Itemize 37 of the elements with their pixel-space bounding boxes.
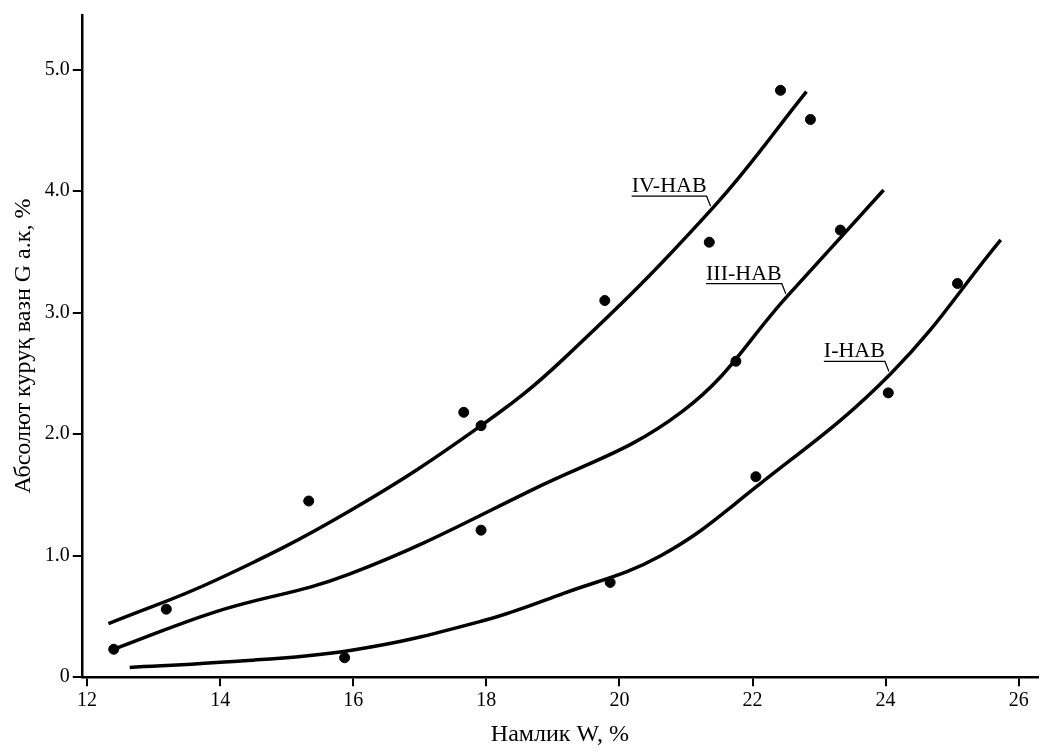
point (703, 236, 715, 248)
x-tick-label: 24 (875, 688, 896, 711)
series-label: I-НАВ (823, 337, 885, 363)
point (303, 495, 315, 507)
point (834, 224, 846, 236)
point (160, 603, 172, 615)
x-tick-label: 26 (1008, 688, 1029, 711)
y-tick-label: 2.0 (44, 421, 70, 444)
x-tick-label: 18 (476, 688, 497, 711)
series-label: IV-НАВ (631, 172, 707, 198)
y-tick-label: 5.0 (44, 56, 70, 79)
point (599, 295, 611, 307)
x-tick-label: 14 (210, 688, 231, 711)
point (339, 652, 351, 664)
y-tick-label: 0 (59, 664, 70, 687)
point (882, 387, 894, 399)
point (108, 643, 120, 655)
x-tick-label: 16 (343, 688, 364, 711)
y-axis-title: Абсолют куруқ вазн G а.к, % (8, 198, 35, 494)
point (774, 84, 786, 96)
point (750, 471, 762, 483)
line-series (106, 89, 809, 626)
point (475, 420, 487, 432)
point (804, 113, 816, 125)
x-axis-title: Намлик W, % (490, 719, 629, 746)
y-tick-label: 3.0 (44, 299, 70, 322)
y-tick-label: 4.0 (44, 178, 70, 201)
point (475, 524, 487, 536)
point (458, 406, 470, 418)
x-tick-label: 20 (609, 688, 630, 711)
line-series (127, 238, 1003, 670)
point (951, 278, 963, 290)
x-tick-label: 12 (77, 688, 98, 711)
y-tick-label: 1.0 (44, 542, 70, 565)
series-label: III-НАВ (706, 259, 782, 285)
x-tick-label: 22 (742, 688, 763, 711)
point (730, 355, 742, 367)
